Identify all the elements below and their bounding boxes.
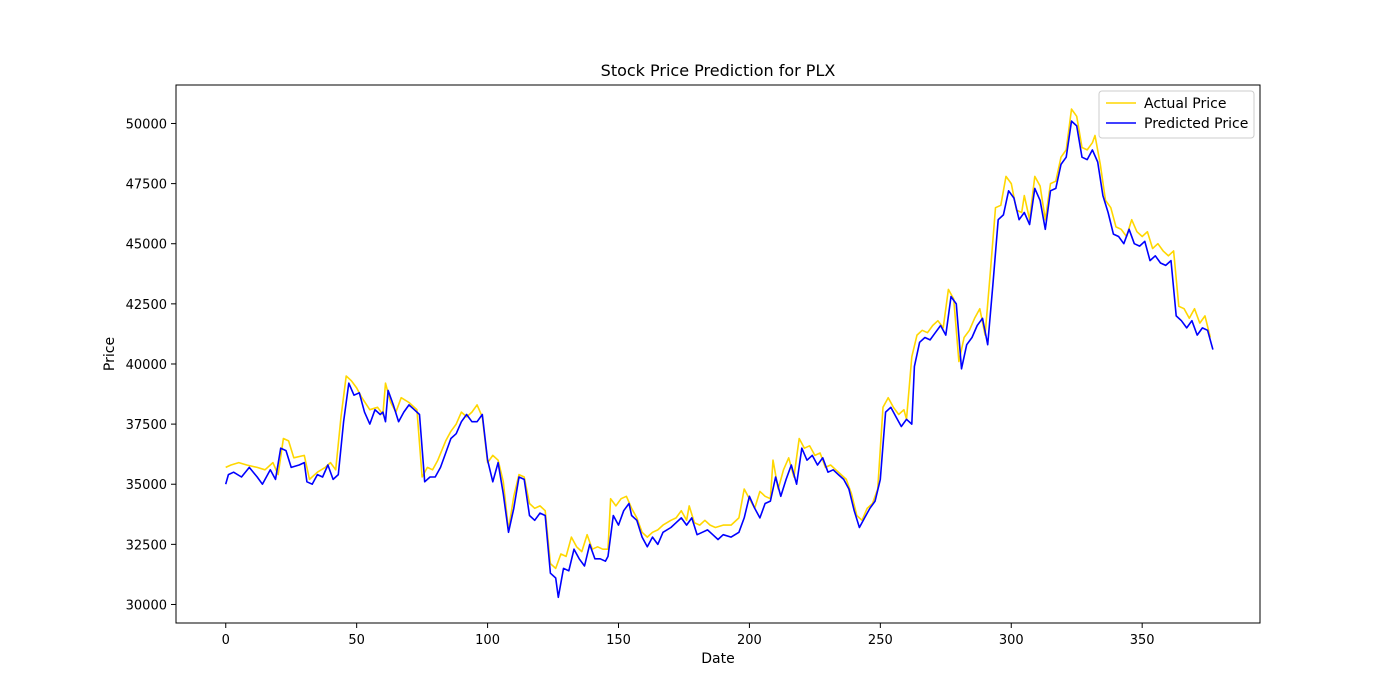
y-tick-label: 50000 [126,117,167,132]
y-axis: 30000 32500 35000 37500 40000 42500 45000 47500… [126,117,176,613]
x-tick-label: 100 [475,633,500,648]
x-tick-label: 250 [868,633,893,648]
y-tick-label: 40000 [126,358,167,373]
x-tick-label: 300 [999,633,1024,648]
legend-label-predicted: Predicted Price [1144,116,1248,132]
y-tick-label: 30000 [126,598,167,613]
plot-frame [175,84,1261,624]
chart-title: Stock Price Prediction for PLX [601,61,836,80]
y-tick-label: 42500 [126,298,167,313]
x-tick-label: 0 [222,633,230,648]
legend-label-actual: Actual Price [1144,96,1226,112]
x-tick-label: 150 [606,633,631,648]
y-tick-label: 32500 [126,538,167,553]
series-line-actual [225,108,1212,570]
x-axis-label: Date [701,651,734,667]
y-axis-label: Price [102,337,118,371]
legend: Actual Price Predicted Price [1098,90,1255,139]
legend-box [1098,90,1255,139]
y-tick-label: 47500 [126,178,167,193]
y-tick-label: 45000 [126,238,167,253]
y-tick-label: 35000 [126,478,167,493]
series-layer [224,108,1214,599]
series-line-predicted [224,120,1214,599]
x-tick-label: 50 [348,633,365,648]
x-tick-label: 350 [1130,633,1155,648]
x-tick-label: 200 [737,633,762,648]
x-axis: 0 50 100 150 200 250 300 350 [222,623,1155,648]
y-tick-label: 37500 [126,418,167,433]
